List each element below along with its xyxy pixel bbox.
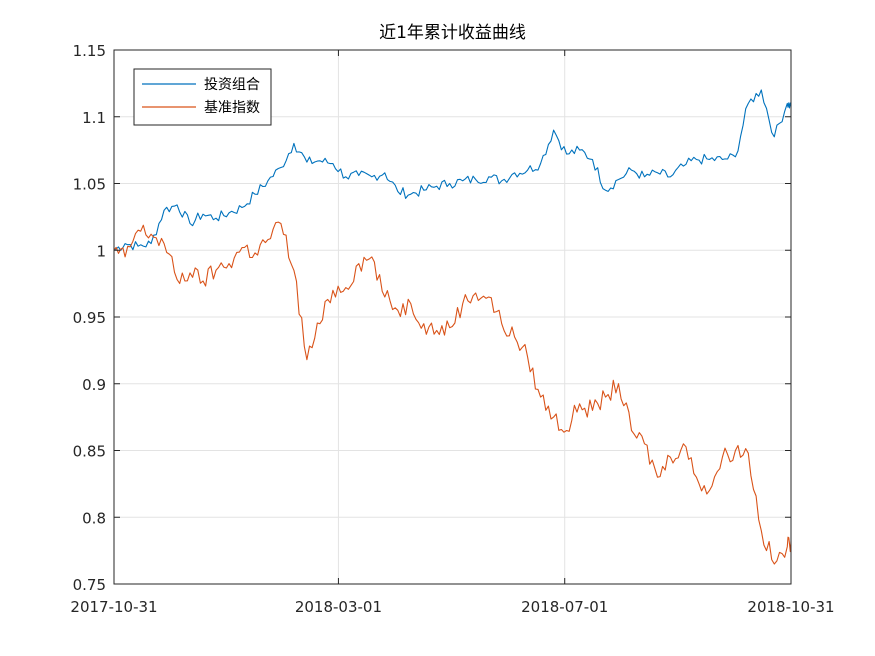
y-tick-label: 1 [96, 242, 106, 260]
y-tick-label: 0.9 [82, 376, 106, 394]
x-tick-label: 2017-10-31 [70, 598, 157, 616]
y-tick-label: 0.95 [73, 309, 106, 327]
y-tick-label: 1.15 [73, 42, 106, 60]
y-tick-label: 0.85 [73, 443, 106, 461]
y-tick-label: 1.05 [73, 176, 106, 194]
legend-label: 基准指数 [204, 99, 260, 116]
series-layer [113, 89, 792, 565]
y-tick-label: 0.75 [73, 576, 106, 594]
series-line [113, 221, 792, 565]
legend-label: 投资组合 [204, 77, 260, 93]
x-tick-label: 2018-07-01 [521, 598, 608, 616]
x-tick-label: 2018-10-31 [747, 598, 834, 616]
axis-ticks [113, 49, 792, 585]
y-tick-label: 0.8 [82, 509, 106, 527]
x-tick-label: 2018-03-01 [295, 598, 382, 616]
legend-box [133, 68, 272, 126]
chart-title: 近1年累计收益曲线 [379, 23, 526, 43]
x-axis-tick-labels: 2017-10-31 2018-03-01 2018-07-01 2018-10-31 [70, 598, 834, 616]
y-tick-label: 1.1 [82, 109, 106, 127]
y-axis-tick-labels: 0.75 0.8 0.85 0.9 0.95 1 1.05 1.1 1.15 [73, 42, 106, 594]
series-line [113, 89, 792, 251]
